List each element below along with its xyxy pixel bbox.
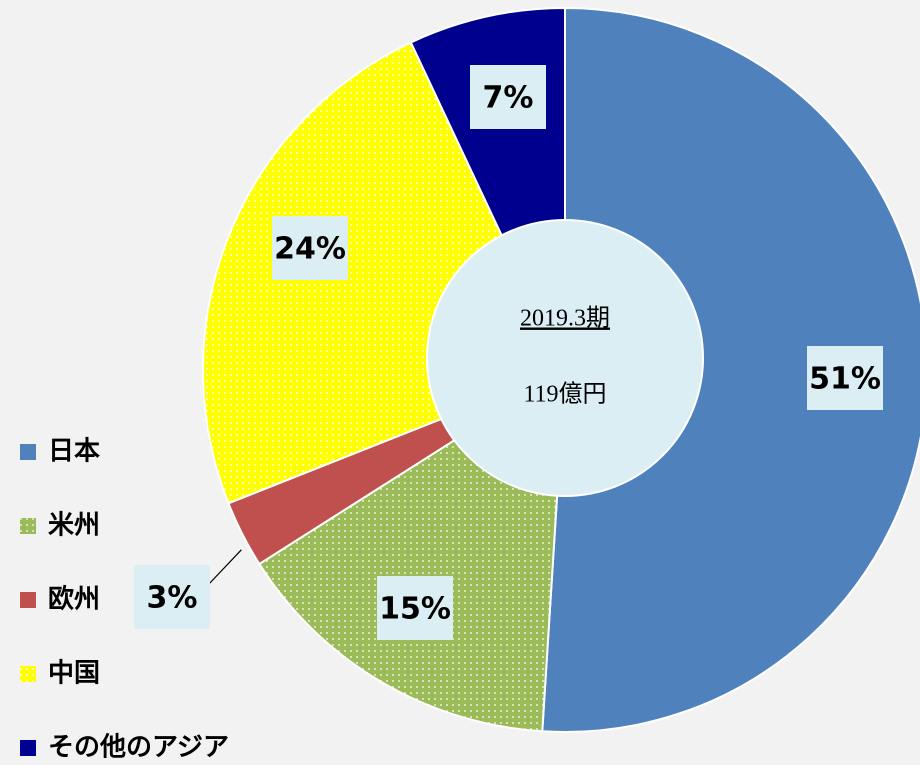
legend-label: 中国	[48, 659, 100, 689]
label-box	[470, 65, 546, 129]
legend-label: 欧州	[48, 584, 100, 615]
center-text: 119億円	[523, 381, 606, 408]
leader-line	[207, 549, 242, 586]
label-box	[272, 216, 348, 280]
legend-label: その他のアジア	[48, 733, 229, 763]
legend-label: 米州	[48, 511, 100, 541]
labels: 51% 15% 3% 24% 7%	[134, 65, 883, 640]
legend-swatch	[20, 666, 36, 682]
slice	[541, 6, 920, 733]
legend-swatch	[20, 592, 36, 608]
legend-swatch	[20, 740, 36, 756]
legend-swatch	[20, 444, 36, 460]
data-label: 7%	[483, 81, 534, 116]
data-label: 3%	[147, 581, 198, 616]
label-box	[377, 576, 453, 640]
center-hole	[426, 219, 704, 497]
legend-label: 日本	[48, 437, 100, 467]
center-title: 2019.3期	[520, 306, 610, 332]
label-box	[134, 565, 210, 629]
data-label: 24%	[274, 232, 346, 267]
data-label: 15%	[379, 592, 451, 627]
data-label: 51%	[809, 362, 881, 397]
legend-swatch	[20, 518, 36, 534]
label-box	[807, 346, 883, 410]
